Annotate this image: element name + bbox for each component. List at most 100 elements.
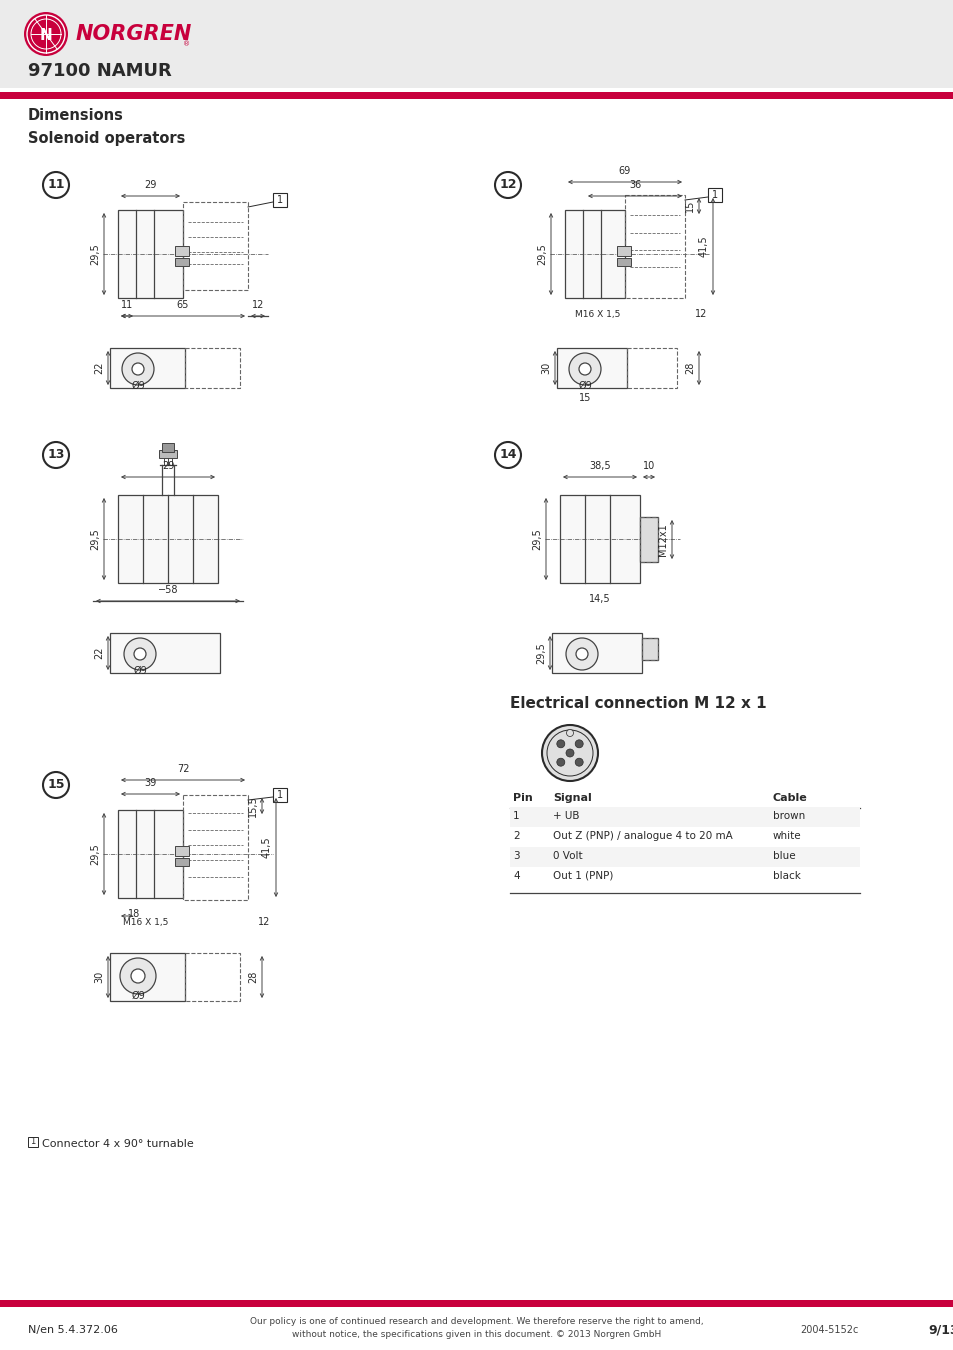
Text: Signal: Signal — [553, 792, 591, 803]
Text: 41,5: 41,5 — [262, 837, 272, 859]
Bar — [617, 246, 630, 256]
Text: 1: 1 — [513, 811, 519, 821]
Text: 29: 29 — [162, 460, 174, 471]
Bar — [0, 0, 953, 88]
Bar — [110, 348, 185, 387]
Text: 1: 1 — [276, 790, 283, 801]
Text: Cable: Cable — [772, 792, 807, 803]
Text: 39: 39 — [144, 778, 156, 788]
Text: 12: 12 — [498, 178, 517, 192]
Circle shape — [495, 441, 520, 468]
Bar — [510, 807, 859, 828]
Text: 22: 22 — [94, 647, 104, 659]
Bar — [639, 517, 658, 562]
Circle shape — [27, 15, 65, 53]
Circle shape — [575, 759, 582, 767]
Text: white: white — [772, 832, 801, 841]
Text: 29,5: 29,5 — [532, 528, 541, 549]
Text: Pin: Pin — [513, 792, 532, 803]
Text: Ø9: Ø9 — [131, 991, 145, 1000]
Bar — [617, 258, 630, 266]
Text: Solenoid operators: Solenoid operators — [28, 131, 185, 146]
Text: 13: 13 — [48, 448, 65, 462]
Text: 29,5: 29,5 — [90, 243, 100, 265]
Text: 36: 36 — [628, 180, 640, 190]
Circle shape — [124, 639, 156, 670]
Text: 38,5: 38,5 — [589, 460, 610, 471]
Text: 12: 12 — [257, 917, 270, 927]
Circle shape — [566, 729, 573, 737]
Text: 4: 4 — [513, 871, 519, 882]
Text: 12: 12 — [695, 309, 706, 319]
Text: 14: 14 — [498, 448, 517, 462]
Text: Dimensions: Dimensions — [28, 108, 124, 123]
Text: 29,5: 29,5 — [537, 243, 546, 265]
Bar — [174, 859, 189, 865]
Text: Ø9: Ø9 — [133, 666, 147, 676]
Text: blue: blue — [772, 850, 795, 861]
Text: 1: 1 — [276, 194, 283, 205]
Text: 1: 1 — [30, 1138, 35, 1146]
Text: 12: 12 — [252, 300, 264, 310]
Text: 97100 NAMUR: 97100 NAMUR — [28, 62, 172, 80]
Text: 2: 2 — [513, 832, 519, 841]
Bar — [174, 258, 189, 266]
Bar — [552, 633, 641, 674]
Text: −58: −58 — [157, 585, 178, 595]
Text: + UB: + UB — [553, 811, 578, 821]
Text: 0 Volt: 0 Volt — [553, 850, 582, 861]
Bar — [557, 348, 626, 387]
Bar — [0, 92, 953, 99]
Text: 69: 69 — [618, 166, 631, 176]
Bar — [559, 495, 639, 583]
Circle shape — [131, 969, 145, 983]
Text: 15: 15 — [684, 200, 695, 212]
Bar — [273, 193, 287, 207]
Text: 15,5: 15,5 — [248, 795, 257, 817]
Text: 28: 28 — [684, 362, 695, 374]
Bar — [118, 495, 218, 583]
Text: 30: 30 — [94, 971, 104, 983]
Circle shape — [43, 441, 69, 468]
Circle shape — [133, 648, 146, 660]
Bar — [118, 211, 183, 298]
Bar — [110, 633, 220, 674]
Text: N/en 5.4.372.06: N/en 5.4.372.06 — [28, 1324, 118, 1335]
Circle shape — [495, 171, 520, 198]
Circle shape — [541, 725, 598, 782]
Bar — [564, 211, 624, 298]
Text: Our policy is one of continued research and development. We therefore reserve th: Our policy is one of continued research … — [250, 1318, 703, 1339]
Circle shape — [557, 759, 564, 767]
Text: 11: 11 — [48, 178, 65, 192]
Text: 15: 15 — [578, 393, 591, 404]
Text: 30: 30 — [540, 362, 551, 374]
Text: 1: 1 — [711, 190, 718, 200]
Bar — [118, 810, 183, 898]
Circle shape — [576, 648, 587, 660]
Text: 28: 28 — [248, 971, 257, 983]
Text: 29,5: 29,5 — [90, 844, 100, 865]
Text: brown: brown — [772, 811, 804, 821]
Bar — [639, 517, 658, 562]
Text: Ø9: Ø9 — [578, 381, 591, 392]
Circle shape — [578, 363, 590, 375]
Text: Electrical connection M 12 x 1: Electrical connection M 12 x 1 — [510, 695, 766, 710]
Bar — [174, 246, 189, 256]
Text: Connector 4 x 90° turnable: Connector 4 x 90° turnable — [42, 1139, 193, 1149]
Text: 29,5: 29,5 — [90, 528, 100, 549]
Bar — [510, 846, 859, 867]
Text: 72: 72 — [176, 764, 189, 774]
Bar — [185, 348, 240, 387]
Text: 29,5: 29,5 — [536, 643, 545, 664]
Text: M12x1: M12x1 — [658, 524, 667, 556]
Text: 65: 65 — [176, 300, 189, 310]
Text: 41,5: 41,5 — [699, 236, 708, 258]
Circle shape — [43, 171, 69, 198]
Bar — [624, 194, 684, 298]
Bar — [110, 953, 185, 1000]
Text: black: black — [772, 871, 800, 882]
Text: 3: 3 — [513, 850, 519, 861]
Bar — [159, 450, 177, 458]
Bar — [707, 188, 721, 202]
Text: M16 X 1,5: M16 X 1,5 — [575, 309, 619, 319]
